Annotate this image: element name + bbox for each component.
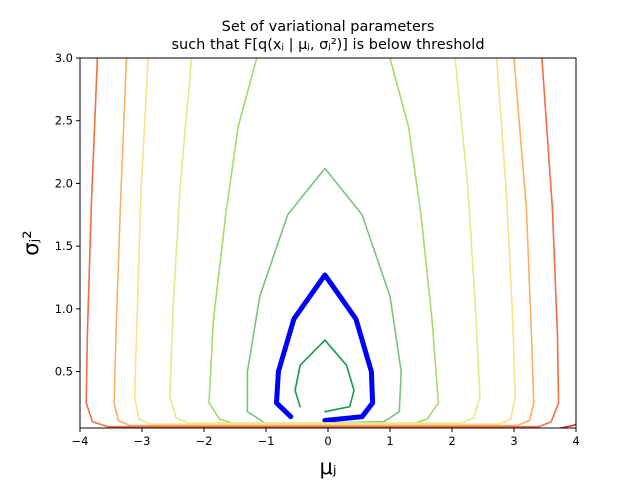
contour-lines xyxy=(85,58,576,428)
chart-title-line-2: such that F[q(xⱼ | μⱼ, σⱼ²)] is below th… xyxy=(171,37,484,53)
y-axis-label: σⱼ² xyxy=(19,230,43,255)
x-tick-label: 0 xyxy=(324,434,331,448)
x-axis-label: μⱼ xyxy=(319,455,336,479)
contour-line-5 xyxy=(169,58,481,424)
y-tick-label: 0.5 xyxy=(55,365,73,379)
x-tick-label: 4 xyxy=(572,434,579,448)
contour-line-9 xyxy=(559,423,576,428)
x-tick-label: −1 xyxy=(258,434,275,448)
contour-line-3 xyxy=(246,167,403,424)
contour-line-7 xyxy=(113,58,535,427)
contour-line-1 xyxy=(294,339,355,413)
threshold-contour xyxy=(274,272,376,423)
y-tick-label: 1.0 xyxy=(55,302,73,316)
y-tick-label: 2.5 xyxy=(55,114,73,128)
contour-line-4 xyxy=(208,58,440,424)
y-tick-label: 3.0 xyxy=(55,51,73,65)
chart-title-line-1: Set of variational parameters xyxy=(222,19,435,35)
x-tick-label: 2 xyxy=(448,434,455,448)
contour-line-6 xyxy=(133,58,517,426)
x-tick-label: 1 xyxy=(386,434,393,448)
x-tick-label: −4 xyxy=(72,434,89,448)
y-tick-label: 1.5 xyxy=(55,239,73,253)
y-axis: 0.5 1.0 1.5 2.0 2.5 3.0 xyxy=(55,51,80,379)
x-tick-label: −3 xyxy=(134,434,151,448)
y-tick-label: 2.0 xyxy=(55,176,73,190)
contour-line-8 xyxy=(85,58,560,428)
x-tick-label: 3 xyxy=(510,434,517,448)
plot-frame xyxy=(79,57,577,429)
x-axis: −4 −3 −2 −1 0 1 2 3 4 xyxy=(72,428,580,448)
x-tick-label: −2 xyxy=(196,434,213,448)
